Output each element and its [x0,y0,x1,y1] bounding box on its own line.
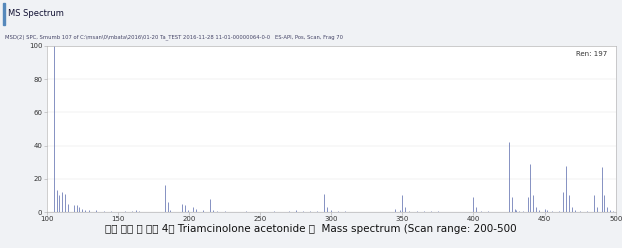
Text: Ren: 197: Ren: 197 [576,51,607,57]
Text: MS Spectrum: MS Spectrum [8,9,64,18]
Text: MSD(2) SPC, Smumb 107 of C:\msan\0\mbata\2016\01-20 Ta_TEST 2016-11-28 11-01-000: MSD(2) SPC, Smumb 107 of C:\msan\0\mbata… [5,35,343,40]
Bar [3,3,5,25]
Text: 그림 코팅 후 샘플 4의 Triamcinolone acetonide 의  Mass spectrum (Scan range: 200-500: 그림 코팅 후 샘플 4의 Triamcinolone acetonide 의 … [105,224,517,234]
